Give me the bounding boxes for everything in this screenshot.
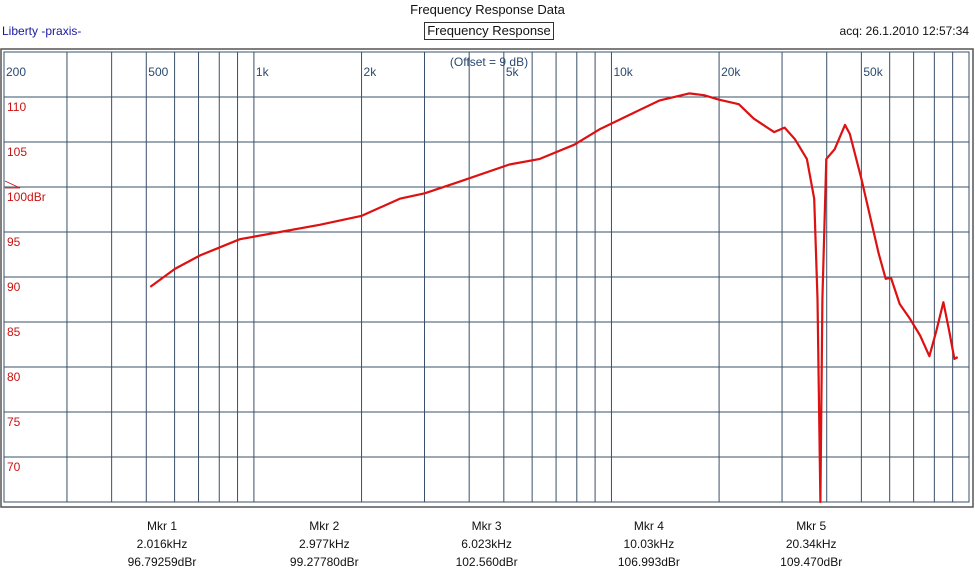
x-tick-label: 50k (863, 65, 883, 79)
x-tick-label: 1k (256, 65, 270, 79)
y-tick-label: 95 (7, 235, 21, 249)
plot-outer-frame (0, 48, 974, 508)
y-tick-label: 110 (7, 100, 26, 114)
marker-freq: 2.977kHz (298, 537, 350, 551)
marker-level: 96.79259dBr (127, 555, 197, 569)
y-tick-label: 75 (7, 415, 21, 429)
x-tick-label: 500 (148, 65, 168, 79)
y-tick-label: 100dBr (7, 190, 46, 204)
view-selector[interactable]: Frequency Response (424, 22, 554, 40)
marker-name: Mkr 2 (309, 519, 340, 533)
y-tick-label: 85 (7, 325, 21, 339)
marker-name: Mkr 1 (147, 519, 177, 533)
chart-title: Frequency Response Data (410, 2, 565, 17)
x-tick-label: 200 (6, 65, 26, 79)
y-tick-label: 80 (7, 370, 21, 384)
marker-readout: Mkr 4 10.03kHz 106.993dBr (569, 517, 729, 571)
reference-marker-icon (4, 180, 21, 189)
marker-freq: 10.03kHz (623, 537, 675, 551)
marker-freq: 6.023kHz (461, 537, 512, 551)
y-tick-label: 105 (7, 145, 27, 159)
x-tick-label: 2k (364, 65, 378, 79)
marker-level: 106.993dBr (617, 555, 680, 569)
marker-level: 109.470dBr (780, 555, 843, 569)
marker-name: Mkr 4 (633, 519, 664, 533)
x-tick-label: 10k (613, 65, 633, 79)
marker-freq: 20.34kHz (785, 537, 837, 551)
marker-level: 102.560dBr (455, 555, 518, 569)
marker-readout: Mkr 5 20.34kHz 109.470dBr (731, 517, 891, 571)
marker-freq: 2.016kHz (136, 537, 188, 551)
offset-label: (Offset = 9 dB) (450, 55, 528, 69)
y-tick-label: 90 (7, 280, 21, 294)
marker-level: 99.27780dBr (289, 555, 359, 569)
acquisition-timestamp: acq: 26.1.2010 12:57:34 (839, 24, 969, 38)
frequency-response-plot: 200 500 1k 2k 5k 10k 20k 50k 110 105 100dBr 95 90 85 8… (0, 48, 974, 508)
marker-readout: Mkr 1 2.016kHz 96.79259dBr (82, 517, 242, 571)
marker-readout: Mkr 3 6.023kHz 102.560dBr (407, 517, 567, 571)
x-tick-label: 20k (721, 65, 741, 79)
marker-readout: Mkr 2 2.977kHz 99.27780dBr (244, 517, 404, 571)
response-trace (149, 92, 959, 504)
y-tick-label: 70 (7, 460, 21, 474)
x-tick-label: 5k (506, 65, 520, 79)
marker-name: Mkr 3 (471, 519, 502, 533)
marker-name: Mkr 5 (796, 519, 827, 533)
brand-label: Liberty -praxis- (2, 24, 82, 38)
